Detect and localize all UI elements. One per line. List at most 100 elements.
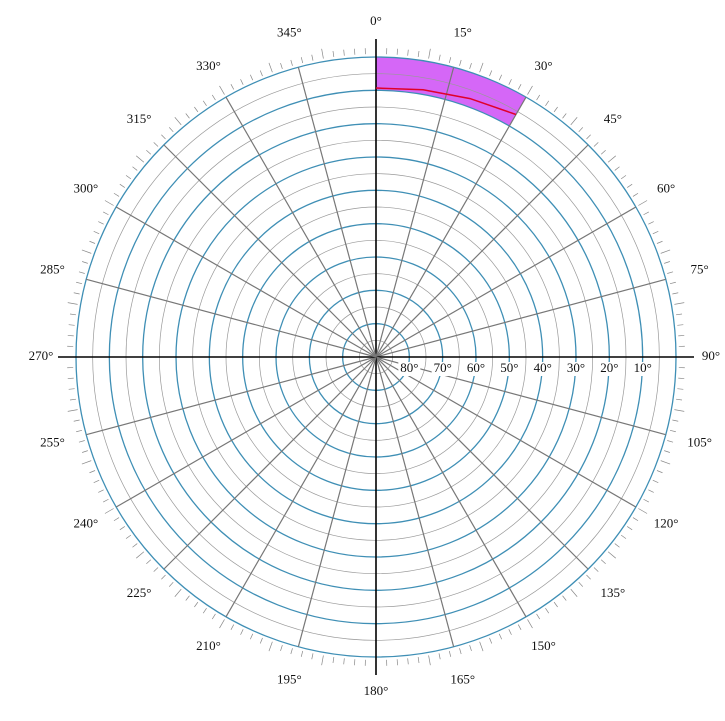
outer-tick	[677, 324, 684, 326]
outer-tick	[240, 79, 244, 85]
altitude-label: 60°	[467, 360, 485, 375]
outer-tick	[578, 581, 584, 587]
outer-tick	[620, 175, 627, 180]
outer-tick	[68, 388, 75, 390]
outer-tick	[300, 57, 304, 64]
azimuth-label: 90°	[702, 348, 720, 363]
azimuth-label: 270°	[29, 348, 54, 363]
outer-tick	[113, 192, 120, 197]
outer-tick	[103, 211, 109, 216]
outer-tick	[132, 166, 138, 171]
radial-line	[375, 356, 455, 647]
altitude-label: 80°	[400, 360, 418, 375]
outer-tick	[69, 313, 76, 316]
outer-tick	[98, 489, 104, 493]
outer-tick	[67, 409, 78, 412]
outer-tick	[593, 142, 599, 147]
radial-line	[115, 206, 377, 358]
azimuth-label: 30°	[534, 58, 552, 73]
outer-tick	[459, 59, 462, 66]
outer-tick	[570, 588, 578, 597]
azimuth-label: 0°	[370, 13, 382, 28]
outer-tick	[78, 440, 85, 443]
label-bg	[565, 362, 587, 376]
outer-tick	[76, 429, 83, 433]
outer-tick	[586, 134, 591, 140]
outer-tick	[280, 63, 283, 69]
outer-tick	[343, 49, 345, 56]
outer-tick	[459, 648, 462, 655]
outer-tick	[202, 100, 207, 106]
outer-tick	[672, 419, 679, 422]
outer-tick	[553, 106, 558, 113]
outer-tick	[600, 559, 606, 565]
outer-tick	[667, 271, 674, 274]
outer-tick	[230, 624, 235, 630]
outer-tick	[119, 526, 125, 531]
azimuth-label: 165°	[450, 672, 475, 687]
radial-line	[375, 356, 589, 570]
radial-line	[297, 356, 377, 647]
radial-line	[375, 356, 666, 436]
outer-tick	[656, 240, 663, 244]
outer-tick	[93, 479, 100, 484]
label-bg	[398, 362, 421, 376]
label-bg	[631, 362, 654, 376]
outer-tick	[648, 489, 654, 493]
outer-tick	[161, 134, 166, 140]
azimuth-label: 195°	[277, 672, 302, 687]
outer-tick	[146, 559, 152, 565]
outer-tick	[648, 221, 654, 225]
outer-tick	[667, 440, 674, 443]
outer-tick	[676, 398, 683, 401]
outer-tick	[607, 155, 616, 163]
outer-tick	[632, 517, 639, 522]
outer-tick	[614, 166, 620, 171]
outer-tick	[185, 595, 190, 601]
outer-tick	[259, 637, 263, 644]
outer-tick	[311, 54, 314, 61]
outer-tick	[136, 551, 145, 559]
outer-tick	[211, 613, 216, 620]
azimuth-label: 150°	[531, 638, 556, 653]
outer-tick	[93, 230, 100, 235]
outer-tick	[311, 653, 314, 660]
outer-tick	[104, 508, 114, 514]
outer-tick	[69, 398, 76, 401]
outer-tick	[536, 613, 541, 620]
outer-tick	[113, 517, 120, 522]
outer-tick	[438, 54, 441, 61]
outer-tick	[498, 633, 503, 640]
label-bg	[431, 362, 454, 376]
outer-tick	[469, 645, 472, 651]
azimuth-label: 240°	[74, 515, 99, 530]
altitude-label: 10°	[634, 360, 652, 375]
azimuth-label: 330°	[196, 58, 221, 73]
outer-tick	[652, 479, 659, 484]
altitude-label: 20°	[600, 360, 618, 375]
outer-tick	[508, 629, 512, 635]
outer-tick	[185, 113, 190, 119]
outer-tick	[168, 581, 174, 587]
outer-tick	[132, 543, 138, 548]
outer-tick	[104, 200, 114, 206]
radial-line	[375, 356, 637, 508]
outer-tick	[638, 508, 648, 514]
label-bg	[465, 362, 487, 376]
outer-tick	[677, 388, 684, 390]
radial-line	[225, 96, 377, 358]
outer-tick	[73, 292, 80, 295]
outer-tick	[428, 48, 431, 59]
outer-tick	[125, 175, 132, 180]
outer-tick	[669, 429, 676, 433]
outer-tick	[407, 658, 409, 665]
outer-tick	[219, 85, 225, 95]
outer-tick	[249, 633, 254, 640]
outer-tick	[664, 450, 670, 453]
outer-tick	[174, 117, 182, 126]
outer-tick	[68, 324, 75, 326]
outer-tick	[479, 62, 484, 73]
azimuth-label: 105°	[687, 435, 712, 450]
outer-tick	[562, 113, 567, 119]
altitude-label: 50°	[500, 360, 518, 375]
